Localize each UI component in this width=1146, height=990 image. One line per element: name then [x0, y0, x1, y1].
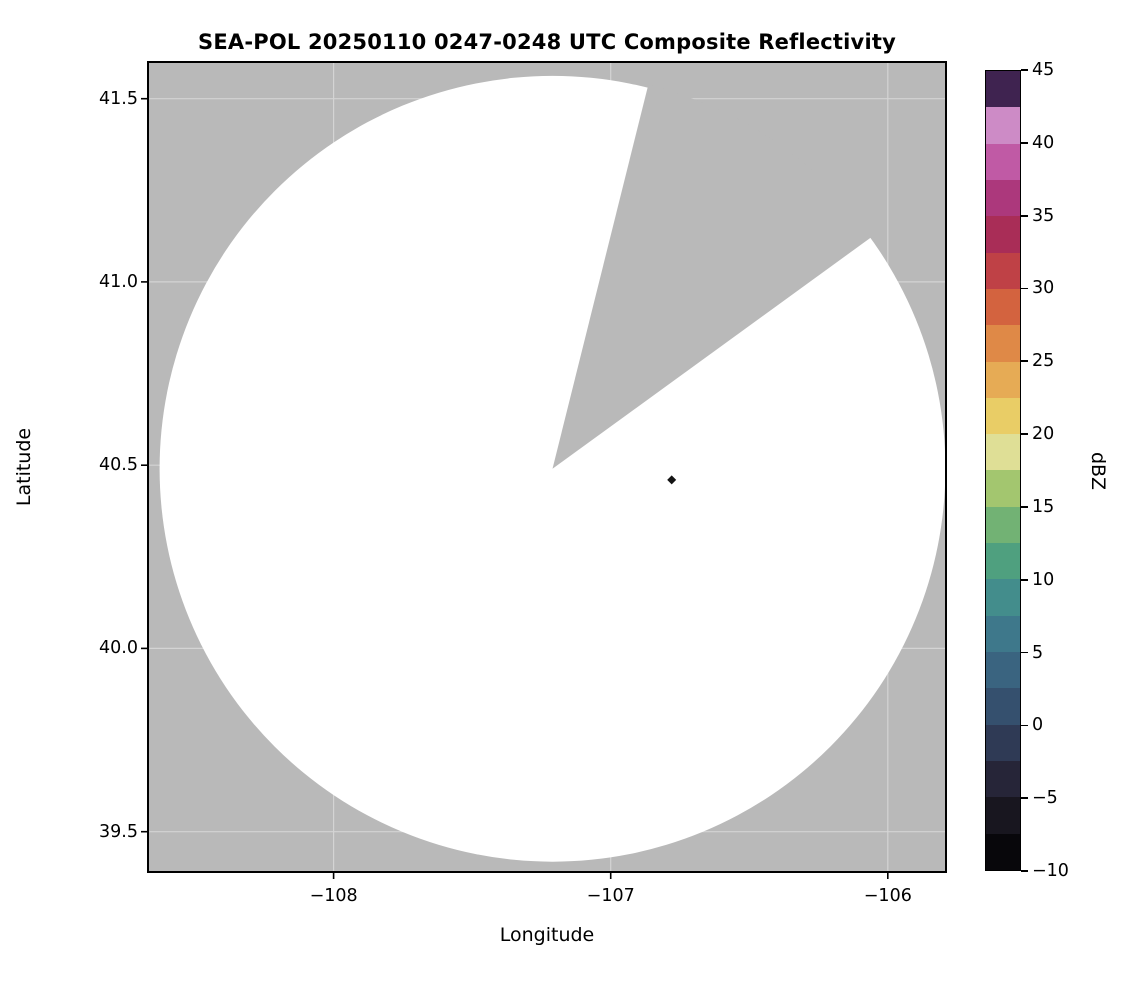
plot-area	[141, 61, 947, 879]
colorbar-tick-label: 10	[1032, 569, 1055, 590]
colorbar-tick-label: 30	[1032, 278, 1055, 299]
colorbar-tick-mark	[1021, 506, 1028, 508]
y-tick-label: 41.5	[99, 88, 138, 109]
colorbar-tick-label: −10	[1032, 861, 1069, 881]
colorbar-segment	[986, 652, 1020, 689]
colorbar-tick-mark	[1021, 724, 1028, 727]
y-tick-label: 40.5	[99, 455, 138, 476]
blocked-sector	[552, 84, 873, 469]
colorbar-tick-label: 45	[1032, 60, 1055, 80]
radar-map	[141, 61, 947, 879]
colorbar-segment	[986, 434, 1020, 471]
colorbar-tick-mark	[1021, 433, 1028, 435]
colorbar-segment	[986, 397, 1020, 435]
colorbar-label: dBZ	[1087, 451, 1109, 490]
colorbar-segment	[986, 216, 1020, 253]
colorbar-segment	[986, 506, 1020, 544]
colorbar-tick-label: 35	[1032, 205, 1055, 226]
y-tick-label: 40.0	[99, 638, 138, 659]
colorbar-segment	[986, 470, 1020, 507]
colorbar-segment	[986, 325, 1020, 362]
colorbar-segment	[986, 688, 1020, 725]
colorbar-tick-mark	[1021, 578, 1028, 581]
y-axis-label: Latitude	[13, 427, 36, 507]
colorbar-tick-mark	[1021, 797, 1028, 800]
colorbar-tick-mark	[1021, 214, 1028, 217]
y-tick-label: 41.0	[99, 271, 138, 292]
plot-title: SEA-POL 20250110 0247-0248 UTC Composite…	[198, 30, 896, 54]
colorbar-tick-mark	[1021, 142, 1028, 144]
colorbar-tick-mark	[1021, 69, 1028, 71]
colorbar-tick-label: 40	[1032, 132, 1055, 153]
colorbar-tick-mark	[1021, 651, 1028, 654]
x-axis-label: Longitude	[499, 924, 595, 946]
plot-frame	[147, 61, 947, 873]
colorbar-tick-mark	[1021, 360, 1028, 363]
x-tick-label: −106	[863, 886, 912, 906]
colorbar-segment	[986, 361, 1020, 398]
colorbar-segment	[986, 833, 1020, 870]
data-point-marker	[667, 475, 677, 485]
colorbar-tick-mark	[1021, 287, 1028, 290]
colorbar-segment	[986, 724, 1020, 761]
colorbar-segment	[986, 543, 1020, 580]
colorbar-tick-label: 15	[1032, 496, 1055, 517]
y-tick-label: 39.5	[99, 821, 138, 842]
colorbar-tick-label: 5	[1032, 642, 1044, 663]
colorbar-segment	[986, 107, 1020, 144]
colorbar-segment	[986, 579, 1020, 616]
colorbar-tick-label: 0	[1032, 715, 1044, 736]
colorbar-tick-label: 25	[1032, 351, 1055, 372]
colorbar-segment	[986, 760, 1020, 798]
colorbar-segment	[986, 797, 1020, 834]
colorbar-segment	[986, 615, 1020, 652]
colorbar-tick-label: −5	[1032, 788, 1058, 809]
colorbar-segment	[986, 179, 1020, 217]
colorbar-tick-label: 20	[1032, 424, 1055, 445]
colorbar	[985, 70, 1021, 871]
colorbar-segment	[986, 71, 1020, 108]
colorbar-segment	[986, 252, 1020, 289]
colorbar-segment	[986, 288, 1020, 326]
colorbar-segment	[986, 143, 1020, 180]
x-tick-label: −107	[586, 886, 635, 906]
x-tick-label: −108	[309, 886, 358, 906]
colorbar-tick-mark	[1021, 870, 1028, 872]
